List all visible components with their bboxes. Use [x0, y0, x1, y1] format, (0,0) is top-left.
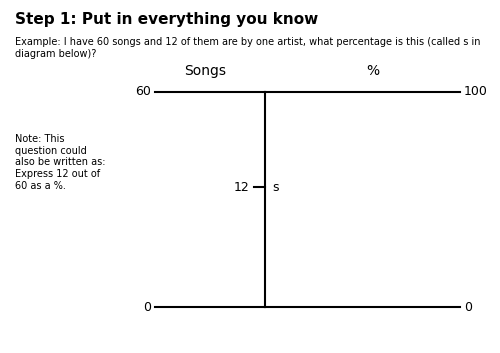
Text: 60: 60: [135, 85, 151, 98]
Text: 12: 12: [233, 181, 249, 193]
Text: Example: I have 60 songs and 12 of them are by one artist, what percentage is th: Example: I have 60 songs and 12 of them …: [15, 37, 480, 59]
Text: 100: 100: [464, 85, 488, 98]
Text: Note: This
question could
also be written as:
Express 12 out of
60 as a %.: Note: This question could also be writte…: [15, 134, 106, 191]
Text: 0: 0: [464, 301, 472, 313]
Text: s: s: [272, 181, 279, 193]
Text: %: %: [366, 64, 379, 78]
Text: Songs: Songs: [184, 64, 226, 78]
Text: Step 1: Put in everything you know: Step 1: Put in everything you know: [15, 12, 318, 27]
Text: 0: 0: [143, 301, 151, 313]
